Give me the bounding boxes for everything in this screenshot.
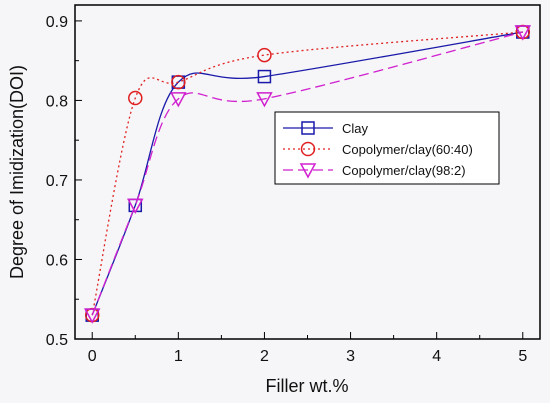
y-tick-label: 0.6 bbox=[46, 252, 68, 269]
legend-label: Clay bbox=[342, 121, 369, 136]
y-tick-label: 0.5 bbox=[46, 332, 68, 349]
legend: Clay Copolymer/clay(60:40) Copolymer/clay(… bbox=[274, 111, 500, 185]
series-layer bbox=[83, 24, 532, 324]
ticks-layer: 0 1 2 3 4 5 0.5 0.6 0.7 0.8 0.9 bbox=[46, 14, 528, 365]
data-point-1 bbox=[257, 47, 272, 63]
legend-marker bbox=[299, 163, 317, 179]
x-tick-label: 5 bbox=[518, 348, 527, 365]
x-tick-label: 0 bbox=[88, 348, 97, 365]
y-tick-label: 0.8 bbox=[46, 93, 68, 110]
legend-box bbox=[274, 111, 500, 185]
data-point-2 bbox=[514, 25, 532, 41]
data-point-1 bbox=[128, 90, 143, 106]
data-point-2 bbox=[170, 92, 187, 108]
x-tick-label: 3 bbox=[346, 348, 355, 365]
y-tick-label: 0.7 bbox=[46, 173, 68, 190]
legend-marker bbox=[300, 141, 316, 157]
x-tick-label: 2 bbox=[260, 348, 269, 365]
data-point-2 bbox=[83, 308, 101, 324]
legend-label: Copolymer/clay(60:40) bbox=[342, 142, 473, 157]
series-line-1 bbox=[91, 31, 523, 316]
data-point-1 bbox=[171, 74, 186, 90]
x-tick-label: 1 bbox=[174, 348, 183, 365]
y-axis-title: Degree of Imidization(DOI) bbox=[7, 65, 27, 279]
data-point-0 bbox=[257, 69, 272, 84]
x-tick-label: 4 bbox=[432, 348, 441, 365]
data-point-2 bbox=[127, 198, 144, 214]
legend-label: Copolymer/clay(98:2) bbox=[342, 163, 466, 178]
series-line-2 bbox=[91, 31, 523, 316]
data-point-2 bbox=[256, 92, 273, 108]
y-tick-label: 0.9 bbox=[46, 14, 68, 31]
legend-marker bbox=[301, 121, 315, 135]
x-axis-title: Filler wt.% bbox=[265, 376, 348, 396]
